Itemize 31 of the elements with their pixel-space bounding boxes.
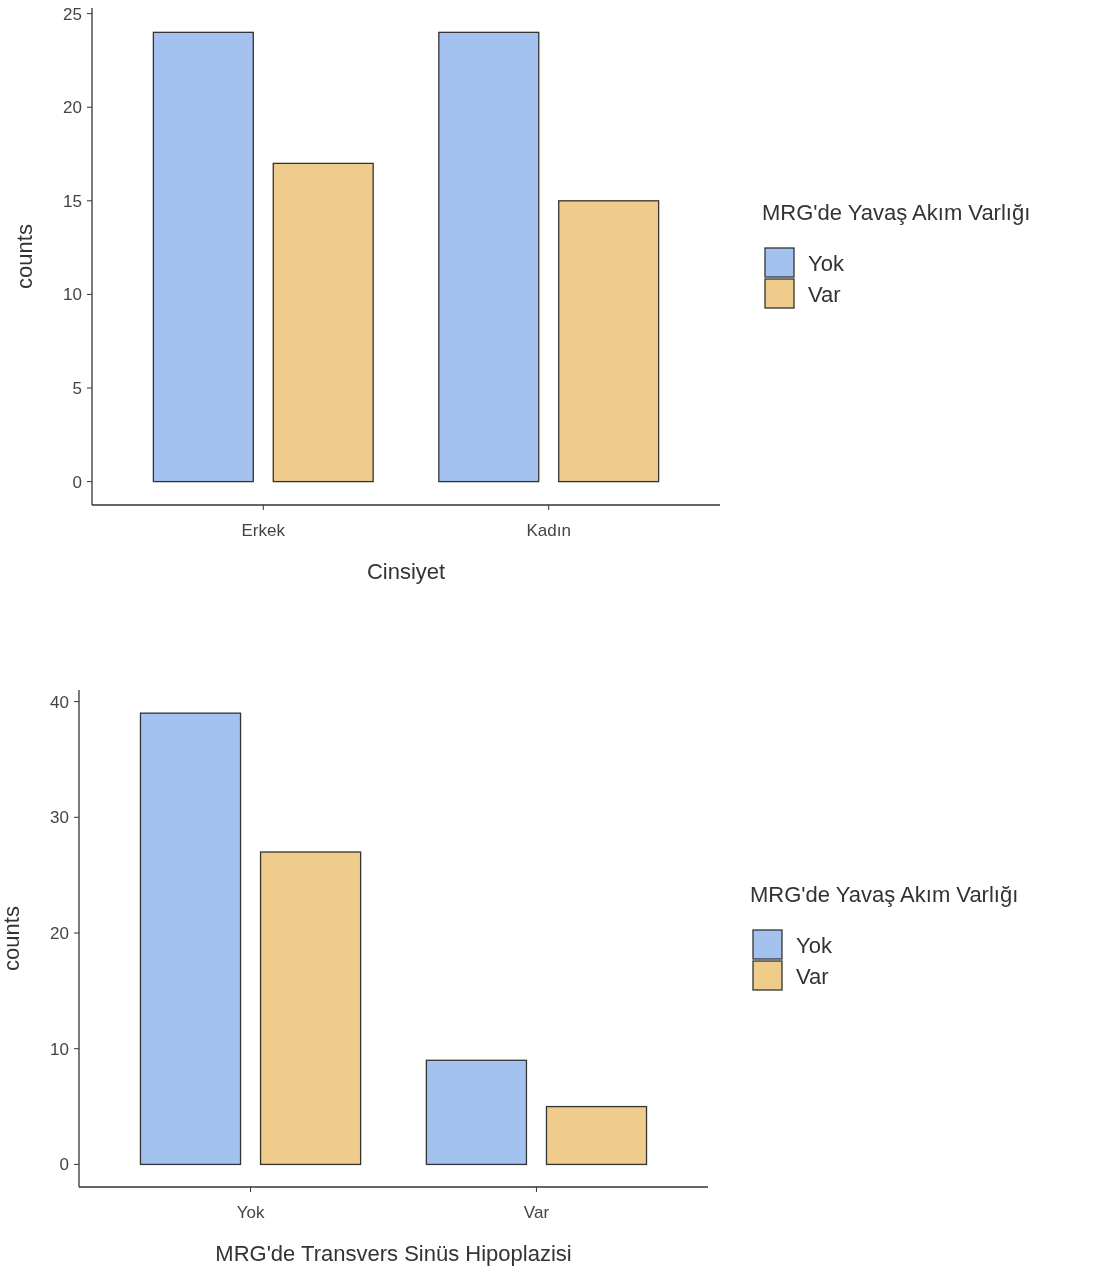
- x-axis-title: MRG'de Transvers Sinüs Hipoplazisi: [215, 1241, 572, 1266]
- y-tick-label: 0: [72, 472, 82, 492]
- y-axis-title: counts: [12, 224, 37, 289]
- legend-label: Yok: [808, 250, 845, 276]
- bar: [272, 162, 374, 483]
- bar: [139, 712, 242, 1166]
- legend-title: MRG'de Yavaş Akım Varlığı: [750, 882, 1019, 907]
- y-tick-label: 25: [63, 4, 82, 24]
- legend-label: Var: [796, 963, 829, 989]
- y-axis-title: counts: [0, 906, 24, 971]
- x-tick-label: Erkek: [241, 521, 286, 540]
- y-tick-label: 0: [59, 1155, 69, 1175]
- bar: [152, 31, 254, 483]
- y-tick-label: 30: [50, 808, 69, 828]
- x-axis-title: Cinsiyet: [366, 559, 446, 584]
- y-tick-label: 15: [63, 191, 82, 211]
- y-tick-label: 20: [50, 923, 69, 943]
- y-tick-label: 20: [63, 98, 82, 118]
- legend-label: Var: [808, 281, 841, 307]
- legend-title: MRG'de Yavaş Akım Varlığı: [762, 200, 1031, 225]
- bar: [425, 1059, 528, 1166]
- y-tick-label: 5: [72, 378, 82, 398]
- bar: [259, 851, 362, 1166]
- x-tick-label: Kadın: [526, 521, 571, 540]
- y-tick-label: 10: [63, 285, 82, 305]
- bar: [545, 1105, 648, 1166]
- y-tick-label: 10: [50, 1039, 69, 1059]
- bar: [558, 200, 660, 483]
- legend-label: Yok: [796, 932, 833, 958]
- bar: [438, 31, 540, 483]
- y-tick-label: 40: [50, 692, 69, 712]
